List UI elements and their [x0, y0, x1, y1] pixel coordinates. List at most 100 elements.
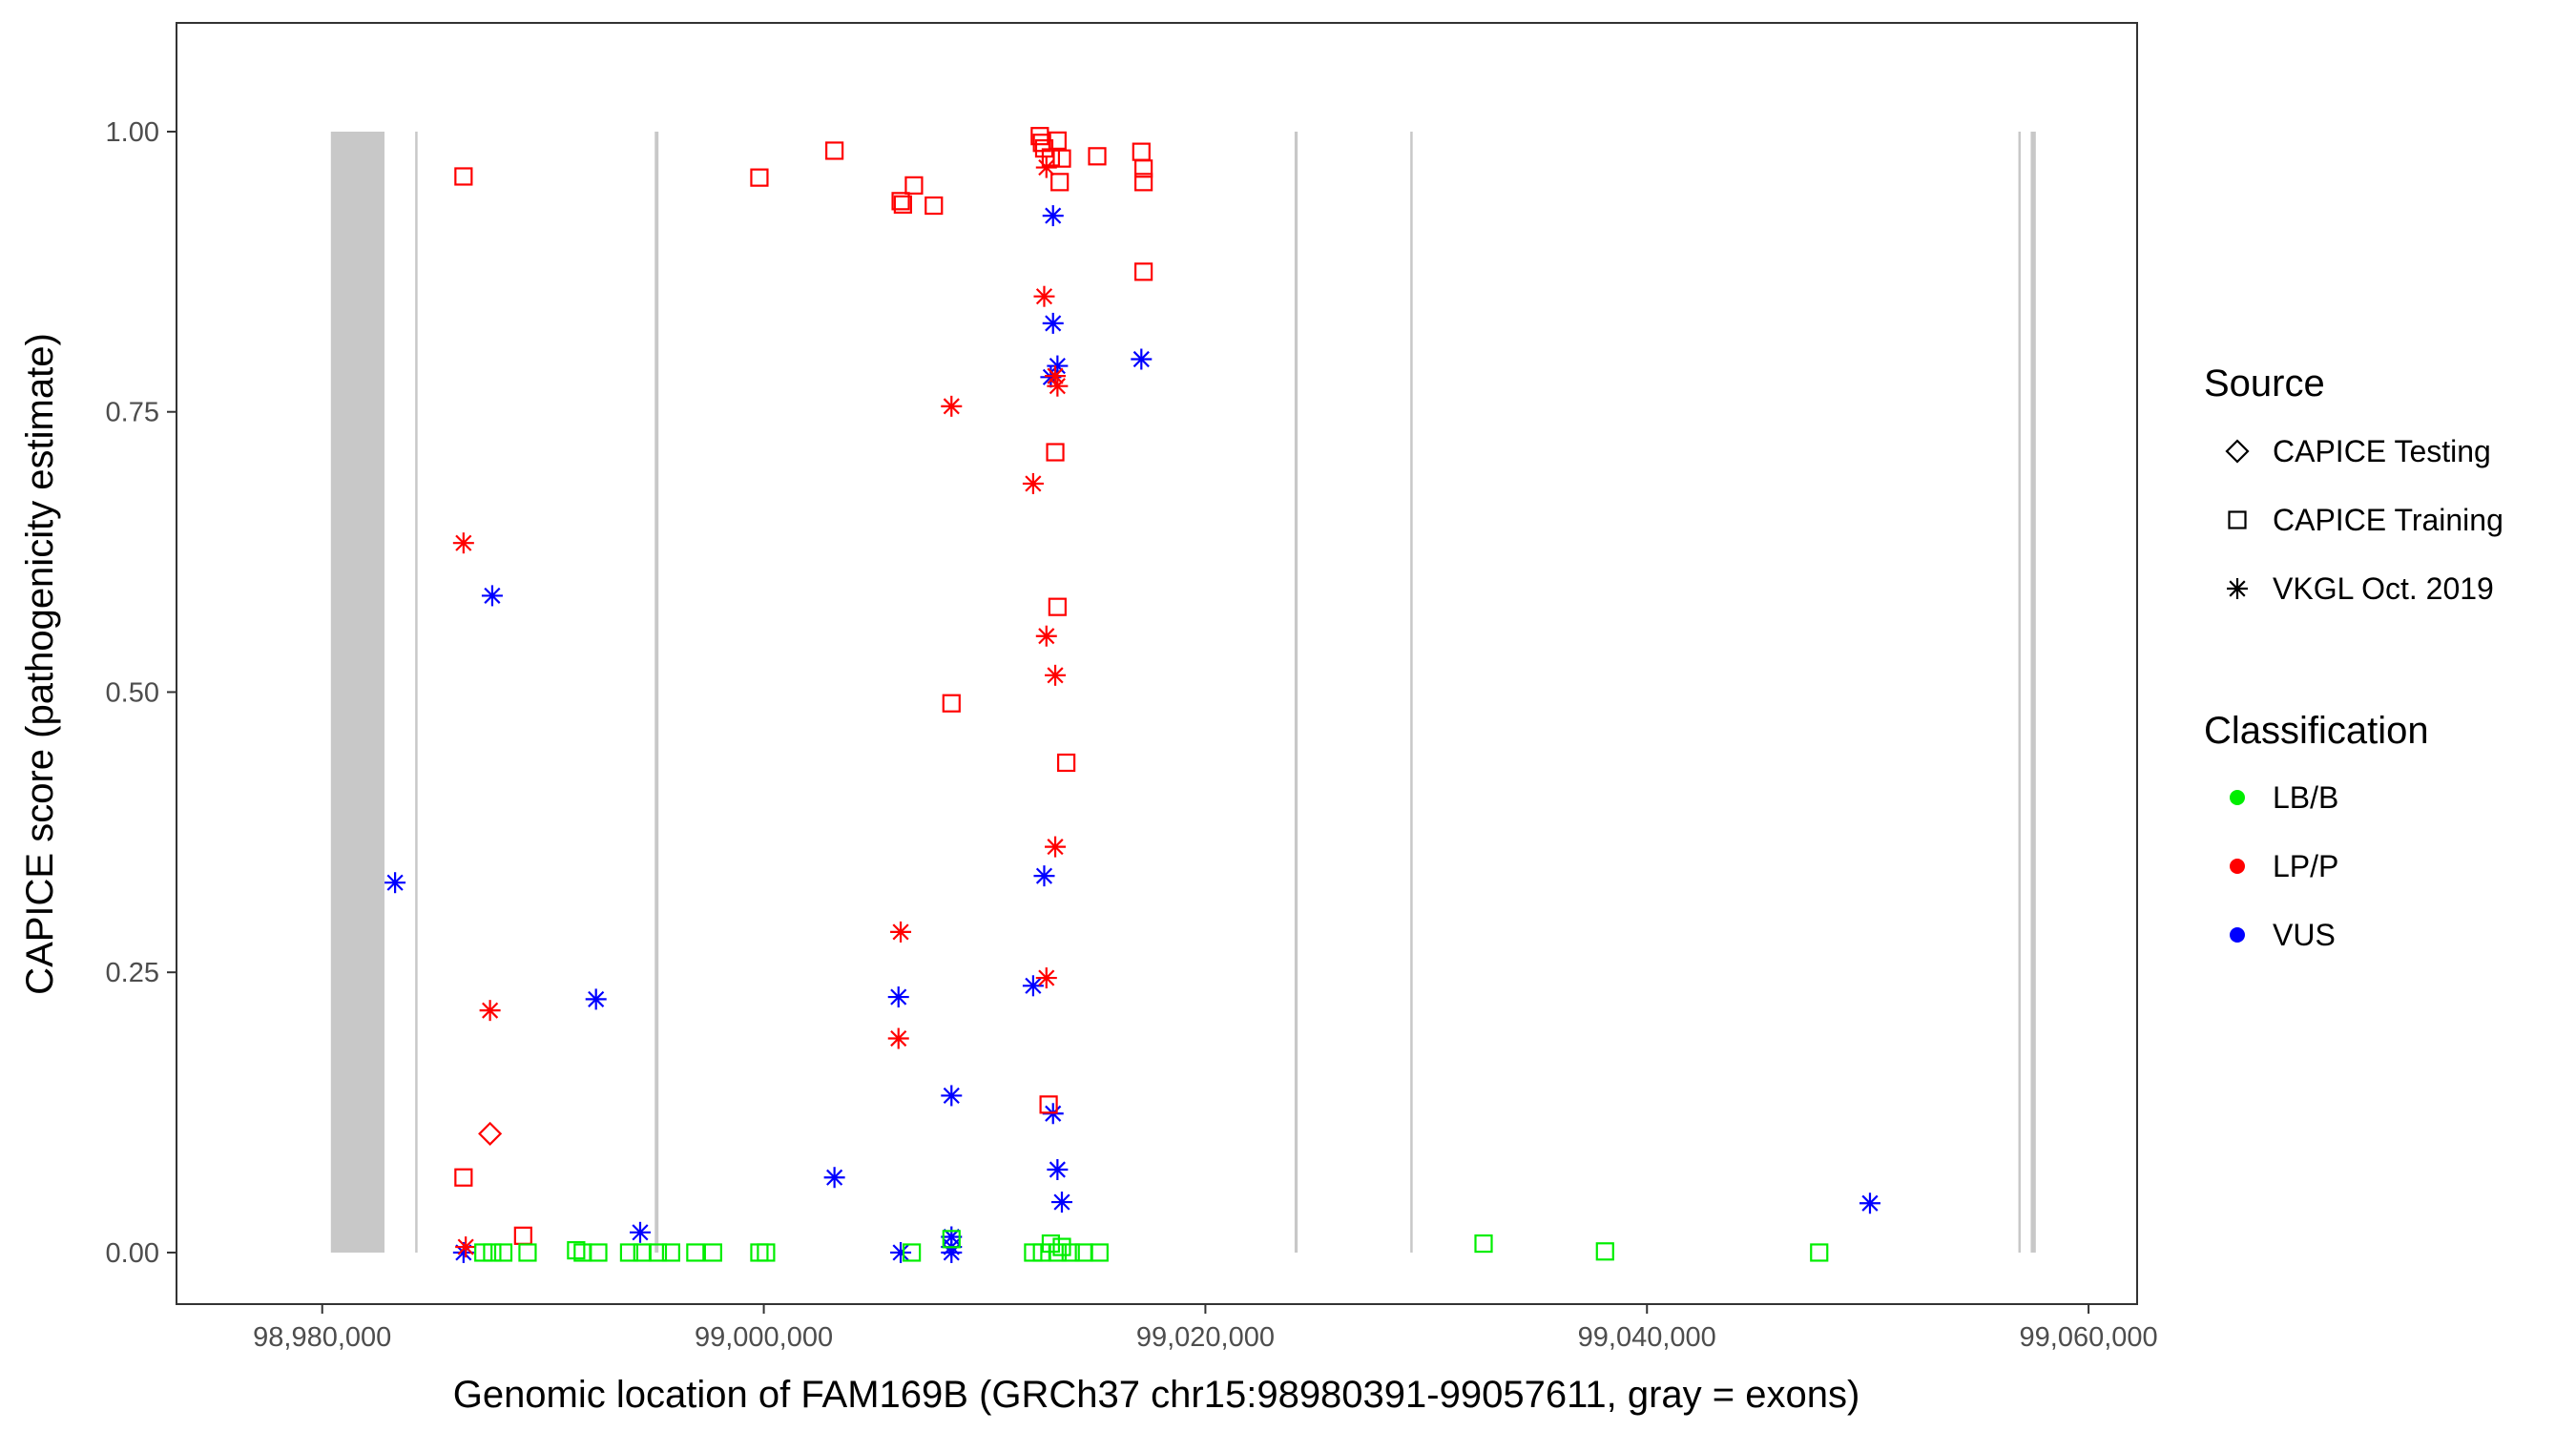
data-point-square: [924, 196, 944, 216]
data-point-asterisk: [384, 872, 406, 894]
data-point-asterisk: [1033, 285, 1055, 307]
data-point-asterisk: [1033, 865, 1055, 887]
data-point-square: [483, 1243, 502, 1262]
data-point-square: [1052, 149, 1071, 168]
data-point-asterisk: [1045, 836, 1067, 858]
data-point-square: [1061, 1243, 1080, 1262]
exon-2: [415, 131, 418, 1253]
legend-source-items: CAPICE Testing CAPICE Training VKGL Oct. 2…: [2225, 434, 2503, 606]
legend-source-label: CAPICE Testing: [2273, 434, 2491, 468]
exon-5: [1410, 131, 1413, 1253]
data-point-square: [1048, 597, 1067, 616]
legend-key-dot: [2230, 927, 2245, 943]
y-tick-label: 0.00: [106, 1238, 159, 1269]
data-point-square: [1048, 131, 1067, 150]
data-point-asterisk: [887, 1027, 909, 1049]
data-point-asterisk: [1035, 156, 1057, 178]
data-point-square: [518, 1243, 537, 1262]
legend-classification-label: VUS: [2273, 918, 2336, 952]
data-point-asterisk: [1131, 348, 1153, 370]
data-point-asterisk: [1050, 1192, 1072, 1213]
data-point-asterisk: [1047, 1159, 1069, 1181]
data-point-square: [661, 1243, 680, 1262]
data-point-square: [1046, 443, 1065, 462]
y-tick-label: 1.00: [106, 117, 159, 148]
data-point-square: [1039, 1095, 1058, 1114]
legend-classification-label: LB/B: [2273, 780, 2338, 815]
exon-layer: [330, 131, 2036, 1253]
data-point-square: [589, 1243, 608, 1262]
data-point-square: [903, 1243, 922, 1262]
legend-key-dot: [2230, 859, 2245, 874]
data-point-asterisk: [1045, 365, 1067, 387]
data-point-square: [825, 141, 844, 160]
exon-1: [330, 131, 384, 1253]
y-tick-label: 0.75: [106, 398, 159, 428]
data-point-asterisk: [1859, 1192, 1880, 1214]
data-point-asterisk: [941, 395, 963, 417]
legend-key-diamond: [2225, 439, 2250, 464]
data-point-square: [1030, 127, 1049, 146]
x-tick-label: 99,000,000: [695, 1322, 833, 1353]
data-point-asterisk: [479, 1000, 501, 1022]
data-point-square: [1134, 262, 1153, 281]
data-point-asterisk: [1045, 664, 1067, 686]
data-point-asterisk: [452, 532, 474, 554]
x-axis: 98,980,000 99,000,000 99,020,000 99,040,000…: [253, 1304, 2158, 1353]
data-point-asterisk: [1022, 472, 1044, 494]
data-point-square: [1088, 147, 1107, 166]
data-point-asterisk: [887, 986, 909, 1008]
x-tick-label: 99,060,000: [2020, 1322, 2158, 1353]
x-tick-label: 99,040,000: [1578, 1322, 1716, 1353]
data-point-asterisk: [823, 1167, 845, 1189]
data-point-asterisk: [890, 1241, 912, 1263]
legend-source-label: CAPICE Training: [2273, 503, 2503, 537]
data-point-square: [904, 176, 924, 195]
data-point-square: [1048, 1243, 1067, 1262]
legend-source-title: Source: [2204, 363, 2325, 404]
data-point-asterisk: [455, 1236, 477, 1258]
legend-source-label: VKGL Oct. 2019: [2273, 571, 2494, 606]
data-point-square: [1134, 159, 1153, 178]
data-point-square: [891, 192, 910, 211]
x-tick-label: 99,020,000: [1136, 1322, 1275, 1353]
data-point-square: [703, 1243, 722, 1262]
data-point-asterisk: [1035, 967, 1057, 989]
legend-key-square: [2228, 510, 2247, 529]
data-point-asterisk: [1042, 312, 1064, 334]
data-point-square: [454, 167, 473, 186]
data-point-square: [1134, 173, 1153, 192]
legend-classification-items: LB/B LP/P VUS: [2230, 780, 2338, 952]
data-point-square: [1810, 1243, 1829, 1262]
exon-6: [2018, 131, 2021, 1253]
y-axis: 0.00 0.25 0.50 0.75 1.00: [106, 117, 177, 1269]
data-point-square: [1050, 173, 1070, 192]
data-point-square: [757, 1243, 776, 1262]
data-point-square: [942, 694, 961, 713]
exon-3: [654, 131, 659, 1253]
legend-key-asterisk: [2227, 578, 2248, 599]
data-point-square: [1474, 1234, 1493, 1254]
data-point-square: [686, 1243, 705, 1262]
y-tick-label: 0.50: [106, 677, 159, 708]
data-point-square: [750, 168, 769, 187]
data-point-square: [893, 195, 912, 214]
data-point-asterisk: [941, 1085, 963, 1107]
data-point-square: [567, 1241, 586, 1260]
data-point-square: [648, 1243, 668, 1262]
data-point-asterisk: [890, 921, 912, 943]
legend-key-dot: [2230, 790, 2245, 805]
legend: Source CAPICE Testing CAPICE Training VKGL…: [2204, 363, 2503, 952]
y-tick-label: 0.25: [106, 958, 159, 988]
data-point-square: [942, 1230, 961, 1249]
data-point-asterisk: [1042, 205, 1064, 227]
data-point-asterisk: [481, 585, 503, 607]
data-point-square: [619, 1243, 639, 1262]
data-point-asterisk: [585, 988, 607, 1010]
x-axis-title: Genomic location of FAM169B (GRCh37 chr1…: [453, 1374, 1860, 1416]
legend-classification-title: Classification: [2204, 710, 2429, 752]
data-point-diamond: [478, 1121, 503, 1146]
y-axis-title: CAPICE score (pathogenicity estimate): [19, 333, 61, 995]
point-layer: [384, 127, 1880, 1263]
